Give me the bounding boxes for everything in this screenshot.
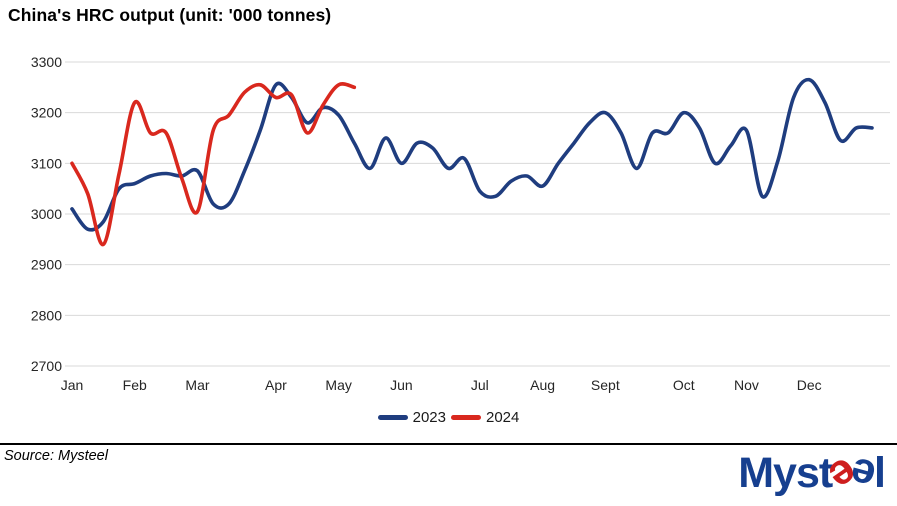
chart-title: China's HRC output (unit: '000 tonnes) <box>8 5 332 25</box>
y-tick-label: 2900 <box>31 257 62 273</box>
logo-text-tail: l <box>874 449 886 497</box>
footer-divider <box>0 443 897 445</box>
x-tick-label: Jan <box>61 377 84 393</box>
x-tick-label: Feb <box>123 377 147 393</box>
chart-legend: 2023 2024 <box>0 409 897 426</box>
mysteel-logo: Myst e e l <box>738 448 886 500</box>
y-tick-label: 3000 <box>31 206 62 222</box>
x-tick-label: Mar <box>185 377 209 393</box>
x-tick-label: Sept <box>591 377 620 393</box>
legend-item-2024: 2024 <box>451 409 519 426</box>
x-tick-label: Oct <box>673 377 695 393</box>
series-2024-line <box>70 82 357 247</box>
y-tick-label: 2700 <box>31 358 62 374</box>
legend-label-2024: 2024 <box>486 409 520 426</box>
legend-item-2023: 2023 <box>377 409 446 426</box>
y-tick-label: 2800 <box>31 307 62 323</box>
y-tick-label: 3300 <box>31 54 62 70</box>
x-tick-label: Aug <box>530 377 555 393</box>
y-tick-label: 3100 <box>31 155 62 171</box>
line-chart: 3300 3200 3100 3000 2900 2800 2700 Jan Feb Mar Apr… <box>31 54 890 393</box>
x-tick-label: Apr <box>265 377 287 393</box>
logo-text-head: Myst <box>738 449 833 497</box>
series-2023-line <box>70 77 874 232</box>
x-tick-label: Nov <box>734 377 759 393</box>
x-tick-label: May <box>325 377 351 393</box>
x-tick-label: Jun <box>390 377 413 393</box>
x-tick-label: Dec <box>797 377 822 393</box>
legend-swatch-2023 <box>377 415 408 420</box>
legend-swatch-2024 <box>451 415 481 420</box>
legend-label-2023: 2023 <box>412 409 446 426</box>
x-tick-label: Jul <box>471 377 489 393</box>
y-tick-label: 3200 <box>31 105 62 121</box>
source-note: Source: Mysteel <box>4 448 108 464</box>
